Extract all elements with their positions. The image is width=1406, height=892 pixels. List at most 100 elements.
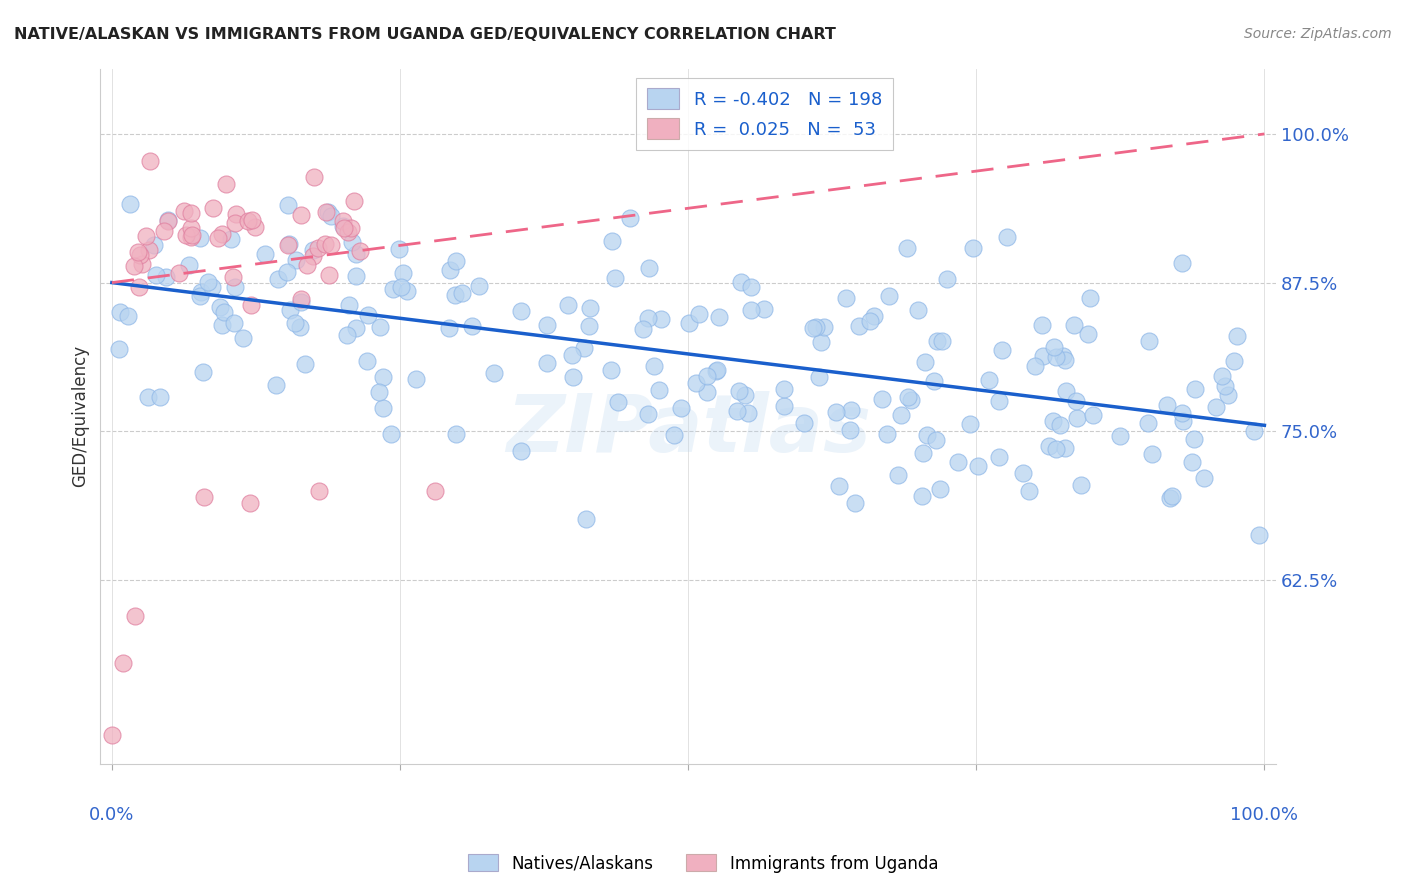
- Point: [859, 314, 882, 328]
- Point: [1045, 442, 1067, 456]
- Point: [638, 260, 661, 275]
- Point: [340, 220, 363, 235]
- Point: [1078, 291, 1101, 305]
- Point: [446, 254, 468, 268]
- Point: [337, 225, 360, 239]
- Point: [236, 214, 259, 228]
- Point: [356, 353, 378, 368]
- Point: [801, 321, 824, 335]
- Point: [643, 359, 665, 373]
- Point: [574, 342, 596, 356]
- Point: [603, 271, 626, 285]
- Point: [1011, 466, 1033, 480]
- Point: [696, 369, 718, 384]
- Point: [307, 241, 329, 255]
- Point: [1024, 359, 1046, 373]
- Point: [863, 309, 886, 323]
- Point: [127, 244, 149, 259]
- Point: [1042, 414, 1064, 428]
- Legend: Natives/Alaskans, Immigrants from Uganda: Natives/Alaskans, Immigrants from Uganda: [461, 847, 945, 880]
- Point: [368, 384, 391, 399]
- Point: [152, 224, 174, 238]
- Point: [215, 177, 238, 191]
- Point: [706, 363, 728, 377]
- Point: [1053, 352, 1076, 367]
- Point: [848, 318, 870, 333]
- Point: [368, 320, 391, 334]
- Point: [240, 298, 263, 312]
- Point: [1171, 414, 1194, 428]
- Point: [143, 238, 166, 252]
- Point: [177, 259, 200, 273]
- Point: [561, 370, 583, 384]
- Point: [557, 298, 579, 312]
- Point: [600, 234, 623, 248]
- Point: [444, 426, 467, 441]
- Y-axis label: GED/Equivalency: GED/Equivalency: [72, 345, 89, 487]
- Point: [145, 268, 167, 282]
- Point: [671, 401, 693, 415]
- Point: [664, 428, 686, 442]
- Point: [637, 311, 659, 326]
- Point: [575, 512, 598, 526]
- Point: [332, 213, 354, 227]
- Point: [1171, 405, 1194, 419]
- Point: [929, 482, 952, 496]
- Point: [181, 228, 204, 243]
- Point: [371, 370, 394, 384]
- Point: [136, 390, 159, 404]
- Point: [838, 424, 860, 438]
- Point: [316, 205, 339, 219]
- Point: [138, 243, 160, 257]
- Point: [1137, 334, 1160, 348]
- Point: [606, 395, 628, 409]
- Point: [180, 230, 202, 244]
- Point: [1077, 327, 1099, 342]
- Point: [886, 468, 908, 483]
- Point: [219, 232, 242, 246]
- Point: [734, 388, 756, 402]
- Point: [318, 268, 340, 282]
- Point: [314, 237, 336, 252]
- Text: NATIVE/ALASKAN VS IMMIGRANTS FROM UGANDA GED/EQUIVALENCY CORRELATION CHART: NATIVE/ALASKAN VS IMMIGRANTS FROM UGANDA…: [14, 27, 837, 42]
- Point: [225, 206, 247, 220]
- Point: [599, 363, 621, 377]
- Point: [922, 374, 945, 388]
- Point: [725, 403, 748, 417]
- Point: [468, 278, 491, 293]
- Point: [1156, 398, 1178, 412]
- Point: [319, 209, 342, 223]
- Point: [915, 428, 938, 442]
- Text: ZIPatlas: ZIPatlas: [506, 392, 870, 469]
- Point: [336, 328, 359, 343]
- Point: [1066, 410, 1088, 425]
- Point: [451, 285, 474, 300]
- Point: [267, 271, 290, 285]
- Point: [232, 331, 254, 345]
- Point: [295, 259, 318, 273]
- Point: [243, 220, 266, 235]
- Point: [637, 407, 659, 421]
- Point: [157, 213, 180, 227]
- Point: [1140, 447, 1163, 461]
- Point: [437, 321, 460, 335]
- Point: [1211, 369, 1233, 384]
- Point: [389, 280, 412, 294]
- Point: [266, 378, 288, 392]
- Point: [461, 319, 484, 334]
- Point: [405, 371, 427, 385]
- Point: [1018, 483, 1040, 498]
- Point: [212, 305, 235, 319]
- Point: [897, 390, 920, 404]
- Point: [101, 727, 124, 741]
- Point: [1216, 388, 1239, 402]
- Point: [284, 316, 307, 330]
- Point: [977, 373, 1000, 387]
- Point: [180, 220, 202, 235]
- Text: 0.0%: 0.0%: [89, 806, 135, 824]
- Point: [224, 216, 246, 230]
- Point: [173, 203, 195, 218]
- Point: [1031, 318, 1053, 332]
- Point: [1038, 439, 1060, 453]
- Point: [108, 305, 131, 319]
